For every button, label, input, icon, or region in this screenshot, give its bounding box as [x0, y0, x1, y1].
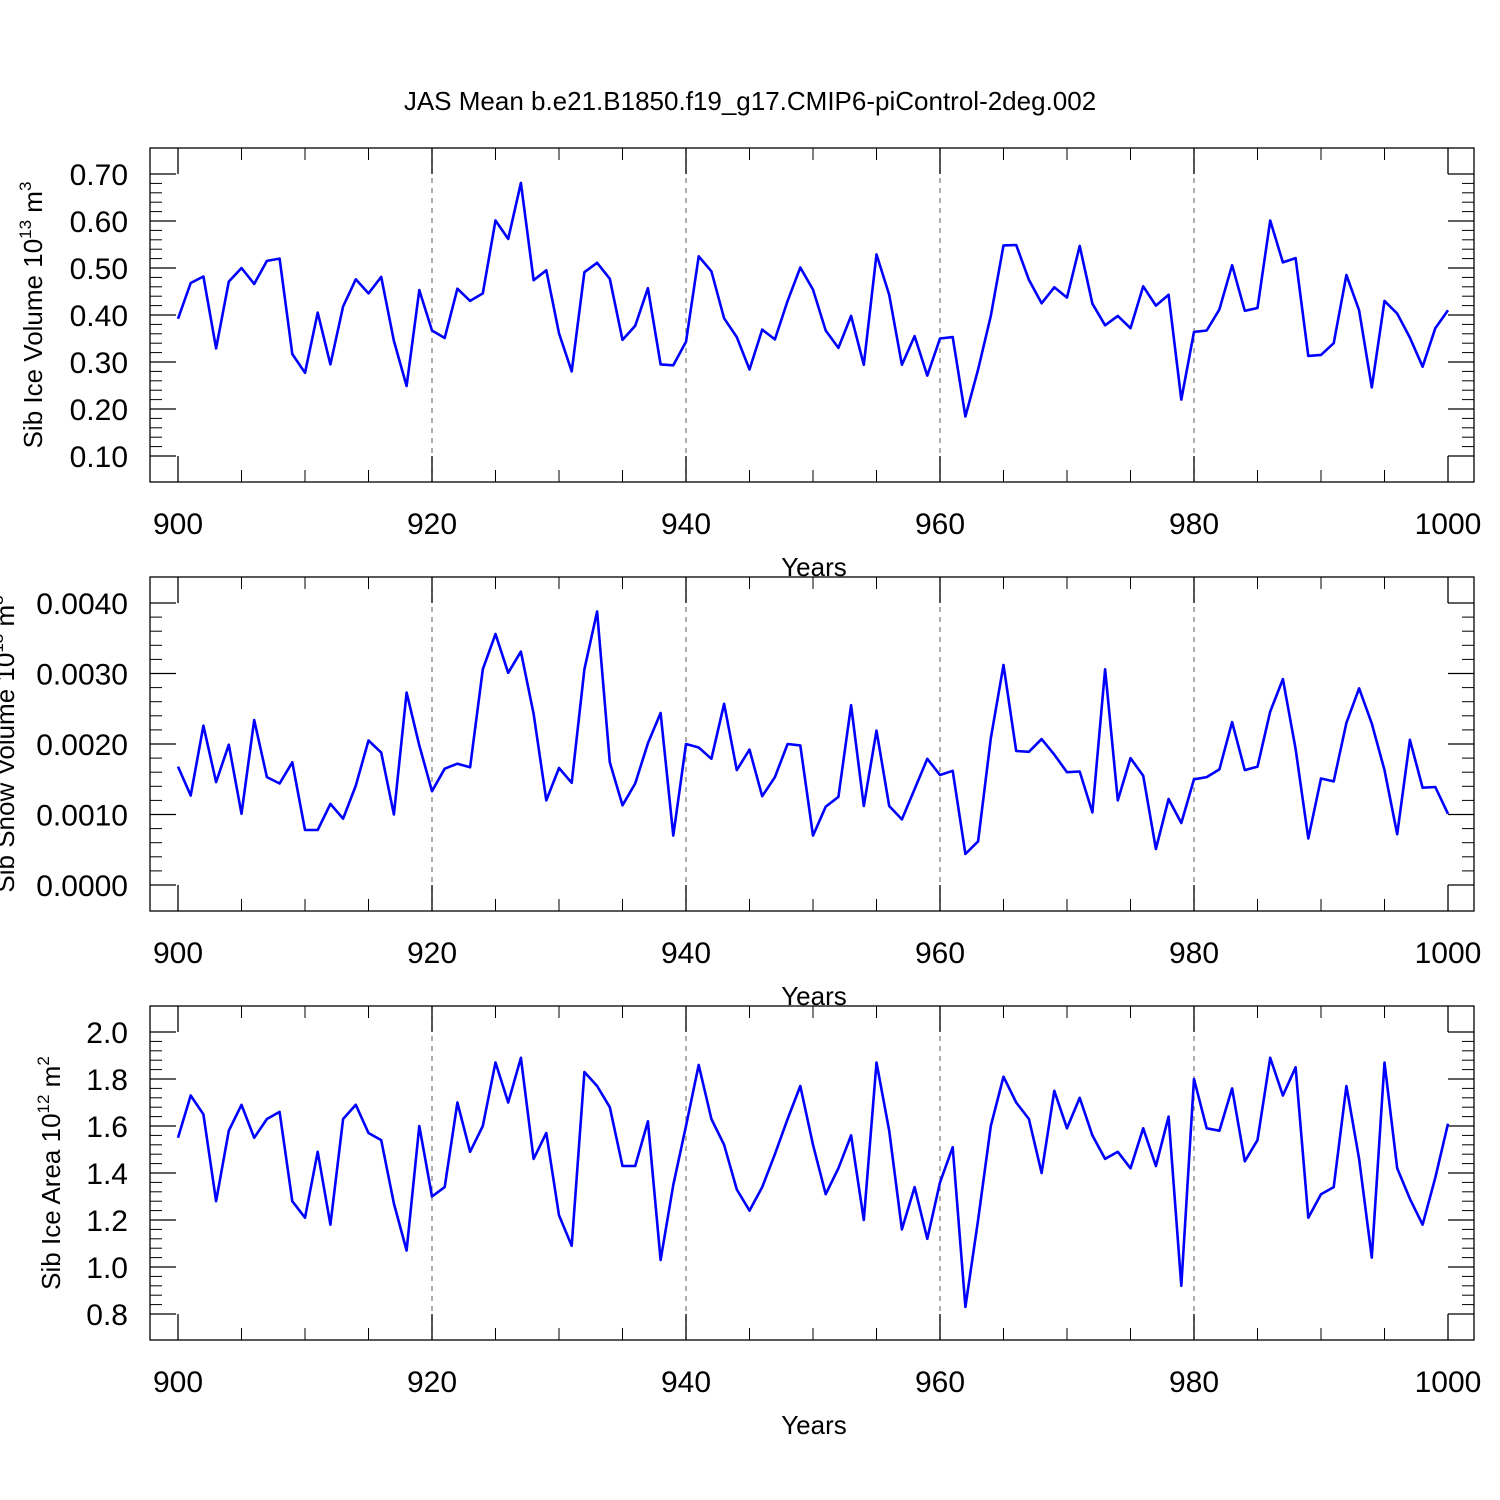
plot-frame: [149, 576, 1475, 912]
panel-2: 900 920 940 960 980 1000Years0.00000.00100.00…: [0, 576, 1482, 1011]
y-tick-label: 0.40: [70, 300, 128, 333]
x-tick-label: 960: [915, 937, 965, 970]
y-tick-label: 0.0020: [36, 729, 128, 762]
y-tick-label: 0.0010: [36, 800, 128, 833]
y-tick-label: 0.30: [70, 347, 128, 380]
y-tick-label: 0.0000: [36, 870, 128, 903]
y-tick-label: 1.8: [86, 1064, 128, 1097]
series-line: [176, 181, 1450, 418]
x-tick-label: 900: [153, 937, 203, 970]
y-tick-label: 0.8: [86, 1299, 128, 1332]
panel-1: 900 920 940 960 980 1000Years0.100.200.300.40…: [16, 147, 1482, 582]
y-tick-label: 0.10: [70, 441, 128, 474]
x-tick-label: 1000: [1415, 937, 1482, 970]
y-axis-label: Sib Snow Volume 1013 m3: [0, 595, 20, 892]
y-tick-label: 0.50: [70, 253, 128, 286]
x-axis-label: Years: [781, 1410, 847, 1440]
plot-frame: [149, 147, 1475, 483]
x-tick-label: 960: [915, 1366, 965, 1399]
x-tick-label: 900: [153, 1366, 203, 1399]
x-tick-label: 980: [1169, 1366, 1219, 1399]
y-tick-label: 0.0040: [36, 588, 128, 621]
y-tick-label: 0.60: [70, 206, 128, 239]
x-tick-label: 920: [407, 508, 457, 541]
chart-title: JAS Mean b.e21.B1850.f19_g17.CMIP6-piCon…: [404, 86, 1096, 116]
x-tick-label: 960: [915, 508, 965, 541]
panel-3: 900 920 940 960 980 1000 Years 0.8 1.0 1.2 1.4 1.6 1…: [34, 1005, 1482, 1440]
series-line: [176, 1056, 1450, 1309]
series-line: [176, 610, 1450, 856]
y-axis-label: Sib Ice Volume 1013 m3: [16, 182, 48, 449]
x-tick-label: 940: [661, 937, 711, 970]
x-tick-label: 920: [407, 937, 457, 970]
y-tick-label: 1.6: [86, 1111, 128, 1144]
x-tick-label: 940: [661, 1366, 711, 1399]
x-tick-label: 900: [153, 508, 203, 541]
y-tick-label: 2.0: [86, 1017, 128, 1050]
x-tick-label: 1000: [1415, 508, 1482, 541]
x-tick-label: 1000: [1415, 1366, 1482, 1399]
y-tick-label: 0.70: [70, 159, 128, 192]
x-tick-label: 980: [1169, 937, 1219, 970]
x-tick-label: 940: [661, 508, 711, 541]
plot-frame: [149, 1005, 1475, 1341]
y-tick-label: 1.2: [86, 1205, 128, 1238]
x-tick-label: 980: [1169, 508, 1219, 541]
y-axis-label: Sib Ice Area 1012 m2: [34, 1056, 66, 1290]
y-tick-label: 1.0: [86, 1252, 128, 1285]
x-tick-label: 920: [407, 1366, 457, 1399]
y-tick-label: 1.4: [86, 1158, 128, 1191]
y-tick-label: 0.0030: [36, 659, 128, 692]
y-tick-label: 0.20: [70, 394, 128, 427]
